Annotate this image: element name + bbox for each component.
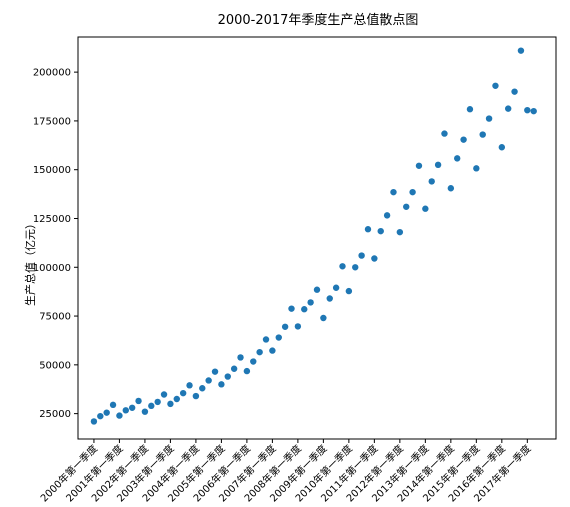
scatter-point	[320, 314, 327, 322]
scatter-point	[428, 178, 435, 185]
scatter-point	[230, 365, 238, 372]
scatter-point	[434, 161, 442, 169]
scatter-point	[524, 106, 531, 114]
scatter-point	[364, 226, 372, 233]
y-tick-label: 200000	[33, 68, 71, 79]
scatter-point	[345, 287, 353, 295]
scatter-point	[485, 115, 493, 122]
y-tick-label: 50000	[39, 360, 71, 371]
scatter-point	[275, 334, 282, 341]
scatter-point	[109, 401, 117, 409]
scatter-point	[332, 284, 340, 291]
scatter-point	[441, 130, 448, 137]
y-tick-label: 75000	[39, 312, 71, 323]
scatter-point	[530, 107, 537, 115]
scatter-point	[466, 106, 474, 113]
y-tick-label: 25000	[39, 409, 71, 420]
scatter-point	[447, 185, 455, 192]
scatter-point	[505, 105, 512, 112]
scatter-point	[237, 354, 244, 361]
scatter-point	[409, 188, 416, 196]
scatter-point	[422, 205, 429, 212]
scatter-point	[517, 47, 525, 54]
scatter-point	[179, 389, 187, 397]
scatter-point	[135, 397, 142, 405]
scatter-point	[479, 131, 486, 138]
scatter-point	[90, 418, 98, 425]
scatter-point	[371, 255, 378, 262]
scatter-point	[288, 305, 295, 312]
scatter-point	[390, 188, 397, 196]
scatter-point	[224, 373, 231, 380]
y-tick-label: 175000	[33, 116, 71, 127]
scatter-point	[186, 382, 193, 389]
scatter-point	[205, 377, 212, 384]
scatter-point	[473, 165, 480, 172]
scatter-point	[199, 385, 206, 392]
scatter-point	[313, 286, 321, 293]
scatter-point	[460, 136, 467, 143]
scatter-point	[511, 88, 518, 95]
scatter-point	[160, 391, 168, 398]
chart-title: 2000-2017年季度生产总值散点图	[218, 12, 419, 28]
scatter-point	[358, 252, 365, 259]
scatter-point	[403, 203, 410, 210]
scatter-point	[383, 212, 391, 219]
scatter-point	[301, 306, 308, 313]
x-axis-ticks: 2000年第一季度2001年第一季度2002年第一季度2003年第一季度2004…	[38, 439, 533, 504]
scatter-point	[211, 368, 219, 375]
scatter-point	[262, 336, 270, 343]
scatter-point	[250, 358, 257, 365]
y-axis-label: 生产总值（亿元）	[23, 218, 37, 306]
scatter-point	[122, 407, 129, 414]
scatter-point	[116, 412, 123, 419]
y-tick-label: 100000	[33, 263, 71, 274]
data-points	[90, 47, 537, 425]
scatter-point	[243, 367, 251, 375]
scatter-point	[352, 264, 359, 271]
scatter-point	[326, 295, 333, 302]
scatter-point	[307, 299, 314, 306]
scatter-point	[269, 347, 276, 354]
scatter-point	[141, 408, 149, 415]
y-tick-label: 125000	[33, 214, 71, 225]
plot-frame	[77, 36, 557, 440]
scatter-point	[218, 381, 225, 388]
scatter-point	[128, 404, 136, 411]
scatter-point	[281, 323, 289, 330]
scatter-point	[148, 402, 155, 410]
scatter-point	[167, 400, 174, 408]
scatter-point	[396, 228, 404, 236]
y-tick-label: 150000	[33, 165, 71, 176]
scatter-point	[97, 412, 104, 420]
scatter-point	[256, 348, 263, 356]
scatter-point	[103, 409, 110, 416]
scatter-point	[498, 144, 506, 151]
scatter-point	[415, 162, 423, 169]
scatter-point	[294, 323, 302, 330]
scatter-point	[492, 82, 499, 89]
scatter-point	[377, 227, 384, 235]
scatter-point	[454, 155, 461, 162]
scatter-point	[192, 392, 200, 400]
scatter-point	[154, 398, 161, 406]
scatter-point	[339, 263, 346, 270]
y-axis-ticks: 25000 50000 75000 100000 125000 150000 175000 2…	[33, 68, 78, 420]
scatter-point	[173, 395, 180, 403]
